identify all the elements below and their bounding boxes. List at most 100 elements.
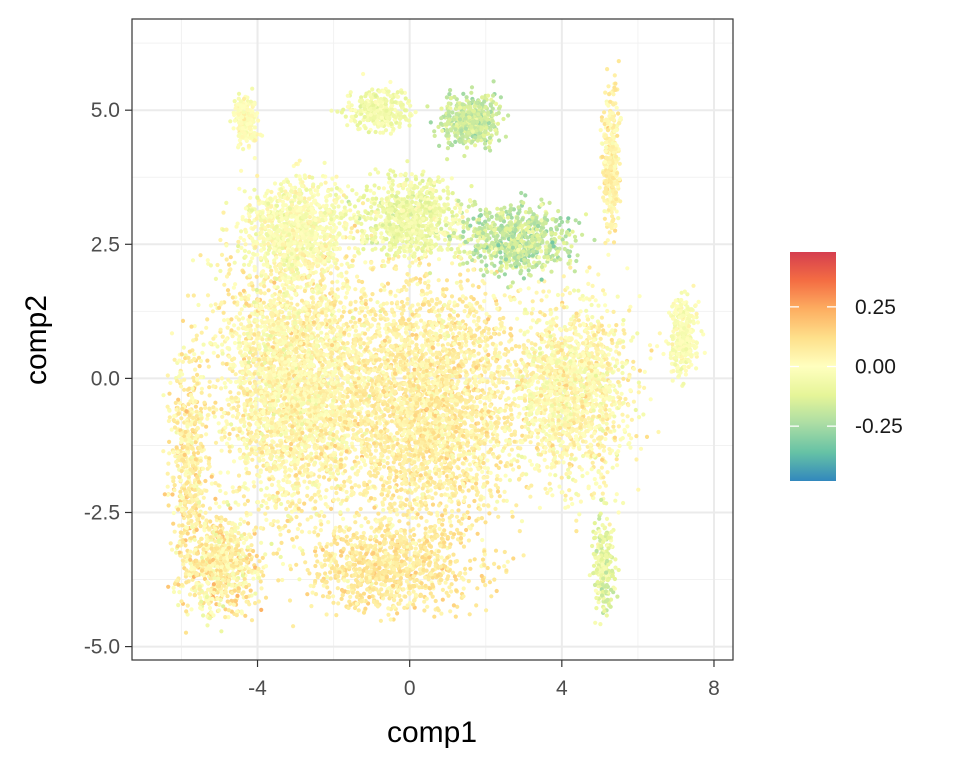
scatter-point (275, 519, 280, 524)
scatter-point (319, 509, 324, 515)
scatter-point (255, 434, 260, 439)
scatter-point (366, 375, 371, 380)
scatter-point (366, 520, 371, 525)
scatter-point (498, 460, 503, 465)
scatter-point (319, 428, 324, 433)
scatter-point (275, 410, 280, 415)
scatter-point (234, 415, 239, 420)
scatter-point (434, 355, 439, 360)
scatter-point (309, 457, 314, 462)
scatter-point (314, 337, 319, 342)
scatter-point (442, 481, 447, 486)
scatter-point (240, 316, 245, 321)
scatter-point (272, 297, 277, 302)
scatter-point (229, 328, 234, 333)
scatter-point (342, 330, 347, 335)
scatter-point (209, 481, 214, 486)
scatter-point (279, 501, 284, 507)
scatter-point (336, 446, 341, 451)
scatter-point (305, 485, 310, 490)
scatter-point (272, 373, 277, 378)
scatter-point (258, 480, 263, 485)
scatter-point (371, 368, 376, 373)
scatter-point (335, 266, 340, 271)
scatter-point (369, 308, 374, 314)
scatter-point (322, 344, 327, 349)
scatter-point (432, 480, 437, 485)
scatter-point (323, 318, 328, 323)
scatter-point (213, 302, 218, 307)
scatter-point (458, 345, 463, 350)
scatter-point (283, 524, 288, 529)
scatter-point (380, 502, 386, 507)
scatter-point (247, 314, 252, 319)
scatter-point (481, 503, 486, 508)
scatter-point (336, 497, 341, 502)
scatter-point (229, 422, 234, 427)
scatter-point (418, 261, 423, 266)
scatter-point (331, 309, 336, 314)
scatter-point (482, 346, 487, 351)
scatter-point (236, 239, 241, 244)
scatter-point (326, 360, 331, 365)
scatter-point (267, 477, 272, 482)
scatter-point (246, 293, 251, 298)
scatter-point (351, 427, 356, 432)
scatter-point (349, 365, 354, 370)
scatter-point (350, 315, 355, 320)
scatter-point (291, 337, 296, 342)
scatter-point (309, 437, 315, 442)
scatter-point (373, 416, 378, 421)
scatter-point (382, 496, 387, 502)
scatter-point (337, 417, 343, 422)
scatter-point (271, 476, 276, 481)
scatter-point (247, 356, 252, 361)
scatter-point (367, 394, 372, 399)
scatter-point (349, 226, 354, 231)
scatter-point (285, 499, 291, 505)
scatter-point (311, 305, 316, 310)
scatter-point (281, 347, 286, 352)
scatter-point (268, 360, 273, 365)
scatter-point (278, 432, 283, 437)
scatter-point (314, 398, 319, 403)
scatter-point (261, 332, 267, 337)
scatter-point (298, 392, 303, 397)
scatter-point (271, 440, 276, 445)
scatter-point (258, 470, 263, 475)
scatter-point (217, 504, 222, 509)
scatter-point (267, 497, 272, 502)
scatter-point (333, 390, 338, 395)
scatter-point (316, 323, 321, 328)
scatter-point (193, 367, 198, 372)
scatter-point (323, 495, 328, 500)
scatter-point (399, 288, 404, 293)
scatter-point (413, 487, 418, 492)
scatter-point (284, 402, 289, 407)
scatter-point (297, 522, 302, 527)
scatter-point (297, 546, 303, 551)
scatter-point (319, 350, 324, 355)
scatter-point (301, 551, 306, 557)
scatter-point (521, 553, 526, 558)
scatter-point (334, 434, 339, 439)
scatter-point (263, 344, 268, 349)
scatter-point (232, 356, 237, 361)
scatter-point (230, 334, 235, 339)
scatter-point (342, 479, 347, 484)
scatter-point (503, 473, 508, 478)
scatter-point (241, 376, 246, 381)
scatter-point (249, 412, 254, 417)
scatter-point (348, 302, 353, 307)
scatter-point (305, 401, 311, 406)
scatter-point (316, 357, 321, 362)
scatter-point (286, 372, 291, 377)
scatter-point (486, 331, 491, 336)
scatter-point (271, 379, 276, 384)
scatter-point (224, 274, 230, 279)
scatter-point (433, 309, 438, 314)
scatter-point (312, 445, 317, 450)
scatter-point (256, 372, 261, 377)
scatter-point (467, 301, 472, 307)
scatter-point (268, 406, 273, 411)
